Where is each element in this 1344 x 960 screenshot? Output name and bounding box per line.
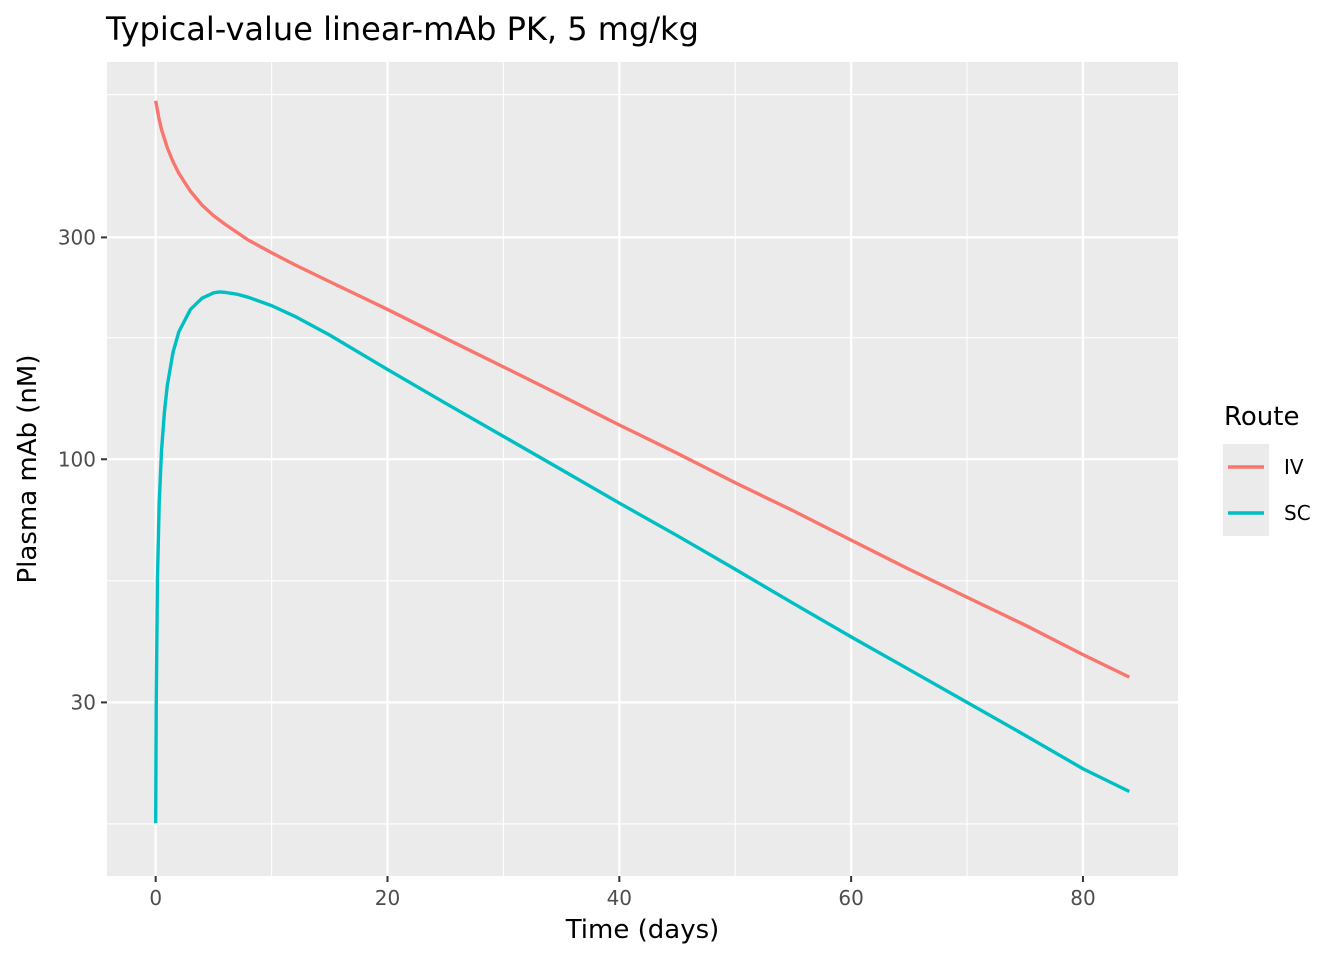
legend-title: Route bbox=[1224, 402, 1299, 432]
minor-gridlines bbox=[107, 62, 1178, 876]
x-tick-label: 40 bbox=[607, 886, 632, 910]
y-axis: 30 100 300 bbox=[58, 225, 107, 714]
legend-label-sc: SC bbox=[1284, 501, 1311, 525]
y-tick-label: 100 bbox=[58, 447, 96, 471]
y-tick-label: 30 bbox=[71, 690, 96, 714]
chart-title: Typical-value linear-mAb PK, 5 mg/kg bbox=[105, 10, 699, 48]
x-tick-label: 60 bbox=[838, 886, 863, 910]
series-line-iv bbox=[154, 100, 1131, 679]
x-axis-title: Time (days) bbox=[565, 915, 720, 945]
legend: Route IV SC bbox=[1223, 402, 1311, 536]
x-tick-label: 20 bbox=[375, 886, 400, 910]
y-axis-title: Plasma mAb (nM) bbox=[13, 355, 43, 584]
y-tick-label: 300 bbox=[58, 225, 96, 249]
x-tick-label: 80 bbox=[1070, 886, 1095, 910]
legend-items: IV SC bbox=[1223, 444, 1311, 536]
plot-panel bbox=[107, 62, 1178, 876]
series-lines bbox=[153, 100, 1131, 824]
legend-key-background bbox=[1223, 444, 1269, 536]
series-line-sc bbox=[153, 290, 1131, 824]
major-gridlines bbox=[107, 62, 1178, 876]
legend-label-iv: IV bbox=[1284, 455, 1304, 479]
x-axis: 0 20 40 60 80 bbox=[149, 876, 1096, 910]
x-tick-label: 0 bbox=[149, 886, 162, 910]
